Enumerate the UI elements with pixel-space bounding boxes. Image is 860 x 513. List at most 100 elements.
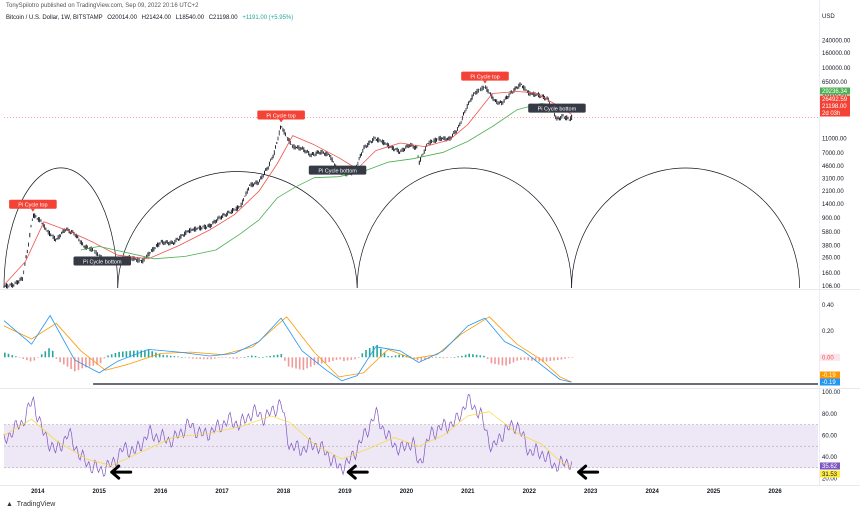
macd-hist-bar bbox=[545, 357, 548, 362]
price-tick-label: 11000.00 bbox=[822, 136, 847, 142]
price-tag-label: 26492.59 bbox=[822, 97, 848, 103]
rsi-band bbox=[4, 424, 818, 468]
macd-value-label: -0.19 bbox=[822, 373, 836, 379]
macd-hist-bar bbox=[22, 357, 24, 359]
cycle-arc bbox=[117, 171, 358, 289]
macd-hist-bar bbox=[556, 357, 559, 360]
macd-hist-bar bbox=[542, 357, 544, 362]
macd-tick-label: 0.20 bbox=[822, 329, 834, 335]
macd-hist-bar bbox=[140, 350, 142, 358]
macd-hist-bar bbox=[509, 357, 511, 364]
macd-hist-bar bbox=[365, 350, 367, 358]
price-tag bbox=[820, 109, 850, 117]
macd-hist-bar bbox=[265, 356, 268, 358]
macd-hist-bar bbox=[158, 354, 161, 358]
macd-hist-bar bbox=[446, 357, 448, 358]
macd-hist-bar bbox=[114, 353, 117, 358]
x-tick-label: 2016 bbox=[154, 489, 168, 495]
macd-hist-bar bbox=[398, 354, 400, 358]
macd-hist-bar bbox=[107, 355, 109, 358]
annotation-pointer bbox=[279, 119, 284, 123]
price-tag-label: 29236.34 bbox=[822, 89, 848, 95]
macd-hist-bar bbox=[177, 356, 179, 358]
macd-hist-bar bbox=[15, 356, 17, 358]
macd-hist-bar bbox=[287, 357, 290, 367]
macd-hist-bar bbox=[472, 354, 474, 358]
macd-hist-bar bbox=[210, 357, 212, 360]
macd-hist-bar bbox=[357, 357, 360, 358]
left-arrow-path bbox=[577, 464, 600, 480]
pi-cycle-bottom-label: Pi Cycle bottom bbox=[308, 165, 367, 175]
macd-hist-bar bbox=[564, 357, 566, 359]
macd-hist-bar bbox=[206, 357, 209, 360]
macd-hist-bar bbox=[291, 357, 294, 368]
macd-hist-bar bbox=[11, 355, 13, 358]
macd-hist-bar bbox=[380, 348, 382, 358]
macd-tick-label: 0.40 bbox=[822, 303, 834, 309]
annotation-box bbox=[461, 71, 509, 81]
macd-hist-bar bbox=[4, 352, 6, 358]
macd-hist-bar bbox=[7, 353, 10, 358]
macd-hist-bar bbox=[225, 357, 227, 358]
publisher-header: TonySpilotro published on TradingView.co… bbox=[6, 3, 199, 9]
annotation-pointer bbox=[30, 208, 35, 212]
macd-value-tag bbox=[820, 371, 840, 379]
tradingview-footer[interactable]: ▲ TradingView bbox=[6, 501, 55, 508]
macd-hist-bar bbox=[324, 357, 327, 363]
annotation-text: Pi Cycle top bbox=[470, 75, 499, 81]
x-tick-label: 2014 bbox=[31, 489, 45, 495]
macd-hist-bar bbox=[306, 357, 308, 369]
macd-hist-bar bbox=[439, 357, 441, 358]
macd-hist-bar bbox=[276, 354, 279, 358]
ma-green-line bbox=[80, 103, 572, 260]
macd-hist-bar bbox=[199, 357, 201, 359]
macd-hist-bar bbox=[413, 357, 415, 358]
tradingview-logo-icon: ▲ bbox=[6, 501, 13, 508]
macd-hist-bar bbox=[527, 357, 529, 361]
cycle-arc bbox=[571, 167, 800, 289]
macd-signal-line bbox=[3, 316, 572, 383]
macd-hist-bar bbox=[103, 357, 106, 359]
macd-hist-bar bbox=[490, 357, 493, 364]
macd-hist-bar bbox=[44, 351, 47, 358]
macd-hist-bar bbox=[188, 357, 190, 359]
price-tag-label: 2d 03h bbox=[822, 111, 840, 117]
left-arrow-path bbox=[110, 464, 133, 480]
symbol-name[interactable]: Bitcoin / U.S. Dollar, 1W, BITSTAMP bbox=[6, 15, 103, 21]
pi-cycle-bottom-label: Pi Cycle bottom bbox=[73, 256, 131, 266]
price-tag bbox=[820, 102, 850, 110]
x-tick-label: 2021 bbox=[461, 489, 475, 495]
macd-hist-bar bbox=[516, 357, 518, 361]
macd-hist-bar bbox=[420, 357, 423, 362]
macd-hist-bar bbox=[203, 357, 205, 360]
macd-hist-bar bbox=[236, 357, 238, 359]
rsi-value-label: 31.53 bbox=[822, 472, 838, 478]
macd-hist-bar bbox=[74, 357, 76, 372]
price-tick-label: 65000.00 bbox=[822, 80, 848, 86]
macd-hist-bar bbox=[269, 355, 271, 358]
macd-hist-bar bbox=[18, 357, 21, 358]
macd-hist-bar bbox=[29, 357, 32, 362]
rsi-value-tag bbox=[820, 462, 840, 470]
macd-hist-bar bbox=[531, 357, 533, 361]
macd-zero-tag bbox=[820, 353, 840, 361]
macd-hist-bar bbox=[468, 353, 470, 358]
price-tick-label: 380.00 bbox=[822, 244, 841, 250]
pi-cycle-top-label: Pi Cycle top bbox=[461, 71, 509, 84]
macd-hist-bar bbox=[40, 354, 43, 358]
tradingview-brand: TradingView bbox=[16, 501, 56, 508]
macd-hist-bar bbox=[162, 354, 165, 358]
macd-hist-bar bbox=[173, 356, 176, 358]
x-tick-label: 2022 bbox=[523, 489, 537, 495]
rsi-line bbox=[3, 393, 572, 477]
macd-hist-bar bbox=[339, 357, 341, 360]
macd-hist-bar bbox=[70, 357, 72, 369]
pi-cycle-bottom-label: Pi Cycle bottom bbox=[528, 103, 586, 113]
macd-hist-bar bbox=[284, 357, 286, 361]
macd-hist-bar bbox=[125, 351, 128, 358]
left-arrow-path bbox=[346, 464, 369, 480]
macd-hist-bar bbox=[335, 357, 338, 360]
macd-hist-bar bbox=[99, 357, 102, 364]
annotation-text: Pi Cycle bottom bbox=[83, 259, 122, 265]
